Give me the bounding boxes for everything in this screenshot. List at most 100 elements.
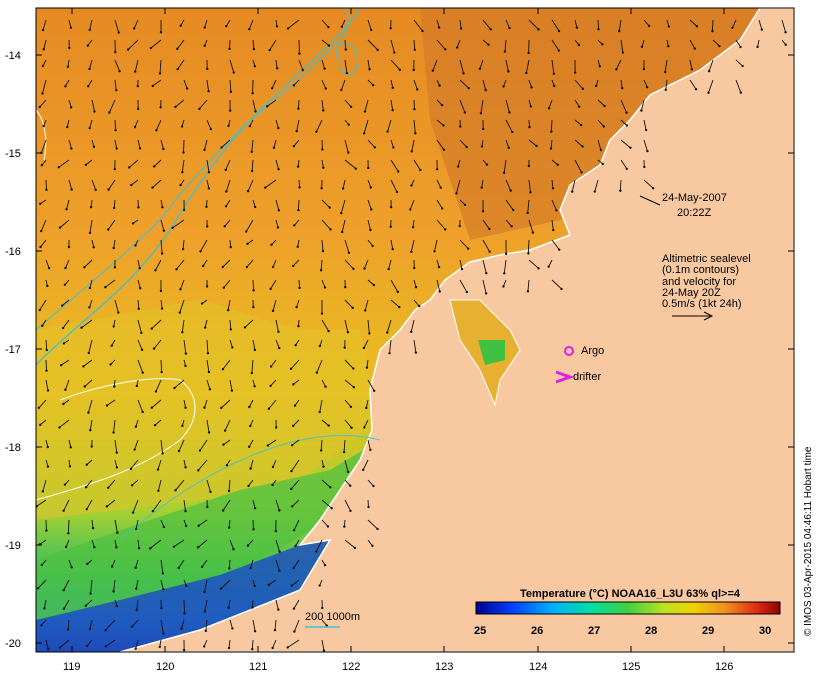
velocity-vector-head	[295, 129, 298, 133]
velocity-vector-head	[663, 70, 667, 74]
velocity-vector	[321, 619, 328, 626]
velocity-vector-head	[398, 305, 401, 309]
velocity-vector	[152, 499, 162, 512]
velocity-vector-head	[175, 268, 178, 271]
velocity-vector-head	[484, 292, 488, 295]
velocity-vector	[503, 159, 507, 173]
velocity-vector	[225, 199, 231, 207]
plot-area	[36, 8, 794, 652]
velocity-vector	[321, 239, 324, 252]
velocity-vector-head	[363, 110, 367, 113]
velocity-vector-head	[112, 325, 115, 328]
velocity-vector-field	[36, 19, 787, 652]
velocity-vector-head	[625, 111, 628, 114]
velocity-vector	[270, 379, 277, 387]
velocity-vector	[731, 19, 737, 28]
velocity-vector-head	[694, 88, 698, 91]
velocity-vector	[206, 479, 211, 493]
velocity-vector-head	[373, 146, 376, 149]
velocity-vector	[505, 139, 510, 148]
velocity-vector-head	[368, 68, 371, 71]
velocity-vector-head	[629, 146, 632, 150]
velocity-vector-head	[87, 351, 90, 355]
velocity-vector-head	[39, 202, 42, 206]
velocity-vector	[114, 299, 119, 313]
velocity-vector	[108, 99, 116, 113]
velocity-vector-head	[581, 145, 584, 148]
velocity-vector	[39, 419, 47, 426]
velocity-vector	[135, 519, 139, 530]
velocity-vector-head	[154, 390, 158, 393]
velocity-vector	[206, 419, 210, 433]
velocity-vector-head	[61, 304, 64, 307]
velocity-vector	[344, 319, 349, 333]
velocity-vector-head	[86, 44, 89, 47]
velocity-scale-arrow	[672, 311, 714, 321]
velocity-vector-head	[292, 84, 296, 87]
velocity-vector-head	[531, 231, 535, 234]
velocity-vector-head	[387, 267, 390, 271]
velocity-vector-head	[625, 124, 629, 127]
velocity-vector-head	[68, 46, 71, 50]
velocity-vector	[206, 339, 209, 354]
velocity-vector-head	[115, 466, 119, 469]
velocity-vector	[248, 399, 254, 408]
velocity-vector-head	[372, 283, 376, 287]
velocity-vector-head	[601, 162, 604, 166]
velocity-vector	[159, 59, 162, 74]
velocity-vector	[229, 339, 233, 348]
velocity-vector-head	[108, 111, 111, 114]
velocity-vector-head	[362, 346, 366, 350]
velocity-vector-head	[480, 145, 484, 148]
velocity-vector-head	[328, 206, 331, 209]
velocity-vector	[574, 139, 583, 147]
velocity-vector-head	[376, 527, 379, 531]
velocity-vector	[551, 19, 560, 32]
velocity-vector	[290, 479, 300, 490]
velocity-vector-head	[318, 584, 321, 587]
velocity-vector	[409, 199, 415, 210]
velocity-vector-head	[369, 186, 372, 189]
velocity-vector	[597, 99, 605, 107]
velocity-vector	[321, 419, 329, 426]
velocity-vector-head	[293, 404, 297, 407]
velocity-vector-head	[205, 285, 209, 288]
velocity-vector-head	[599, 148, 603, 152]
velocity-vector-head	[88, 231, 92, 235]
velocity-vector	[362, 459, 369, 471]
velocity-vector	[643, 139, 648, 152]
velocity-vector-head	[456, 165, 460, 168]
velocity-vector-head	[227, 526, 231, 529]
velocity-vector-head	[502, 171, 506, 175]
velocity-vector-head	[84, 163, 88, 167]
velocity-vector	[149, 539, 162, 549]
velocity-vector	[344, 39, 347, 50]
velocity-vector-head	[297, 107, 300, 110]
velocity-vector	[228, 519, 231, 528]
velocity-vector-head	[135, 384, 139, 388]
velocity-vector-head	[112, 590, 115, 593]
velocity-vector	[67, 619, 70, 630]
lon-tick-label: 119	[63, 661, 81, 673]
velocity-vector	[85, 599, 93, 607]
velocity-vector	[248, 19, 254, 30]
velocity-vector	[183, 499, 186, 512]
velocity-vector-head	[640, 109, 643, 112]
velocity-vector-head	[756, 45, 759, 49]
velocity-vector	[198, 519, 208, 527]
velocity-vector-head	[267, 583, 271, 587]
velocity-vector-head	[527, 164, 531, 168]
velocity-vector	[620, 119, 628, 126]
velocity-vector-head	[277, 608, 280, 611]
velocity-vector	[181, 159, 185, 173]
velocity-vector	[206, 379, 211, 390]
velocity-vector-head	[365, 406, 368, 410]
mid-water-patch	[36, 300, 380, 520]
velocity-vector	[274, 619, 277, 631]
velocity-vector-head	[139, 287, 142, 290]
velocity-vector-head	[140, 348, 144, 352]
velocity-vector-head	[245, 230, 248, 233]
velocity-vector-head	[558, 248, 561, 251]
svg-text:24-May 20Z: 24-May 20Z	[662, 287, 721, 299]
velocity-vector-head	[347, 151, 350, 154]
